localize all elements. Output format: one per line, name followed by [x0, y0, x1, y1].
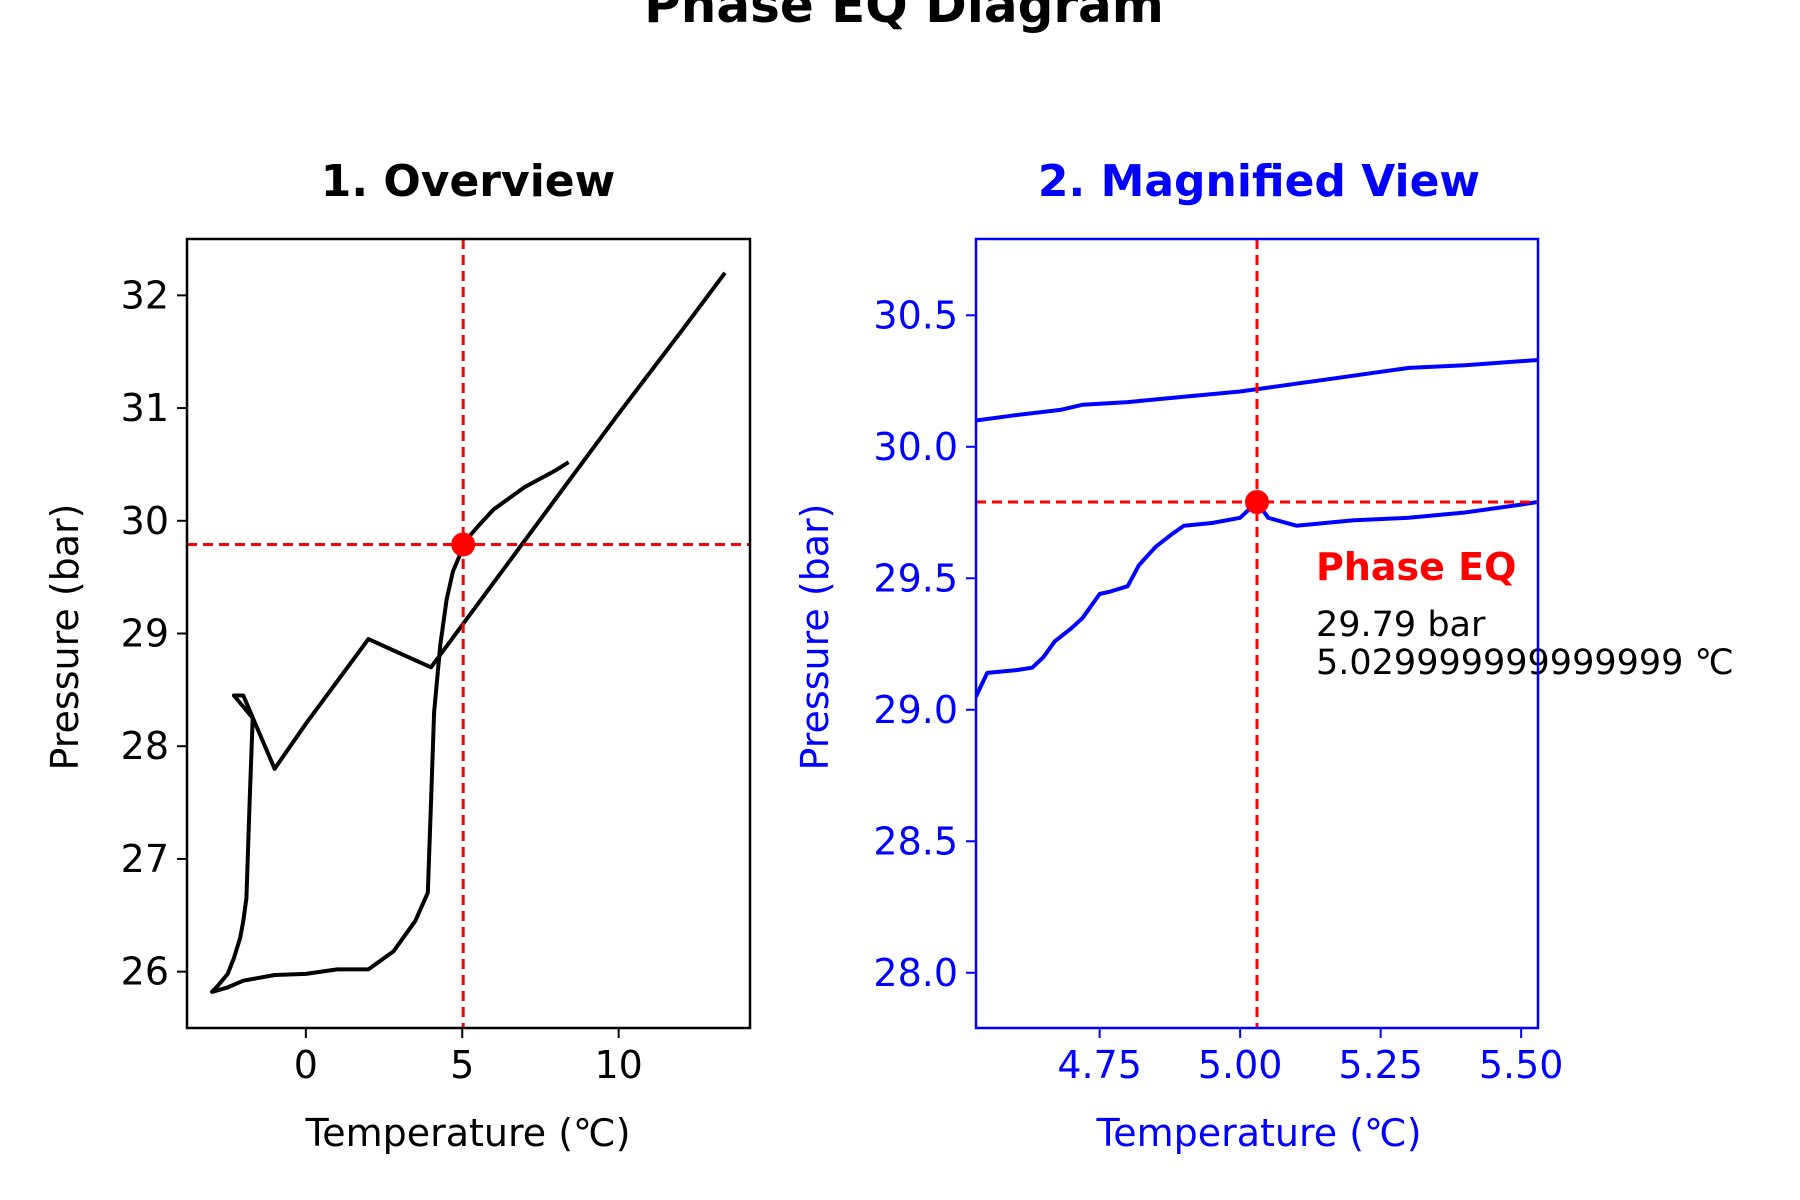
magnified-x-tick-label: 5.25	[1338, 1043, 1423, 1087]
overview-panel: 1. Overview Temperature (℃) Pressure (ba…	[43, 156, 752, 1155]
magnified-title: 2. Magnified View	[1038, 156, 1480, 207]
magnified-ylabel: Pressure (bar)	[793, 503, 837, 770]
overview-y-tick-label: 31	[121, 386, 169, 430]
magnified-x-tick-label: 5.00	[1198, 1043, 1283, 1087]
overview-y-tick-label: 30	[121, 499, 169, 543]
magnified-y-tick-label: 28.5	[873, 819, 958, 863]
overview-xlabel: Temperature (℃)	[304, 1111, 630, 1155]
overview-y-tick-label: 32	[121, 273, 169, 317]
phase-eq-annotation-pressure: 29.79 bar	[1316, 605, 1486, 645]
magnified-y-tick-label: 30.0	[873, 425, 958, 469]
overview-y-tick-label: 27	[121, 837, 169, 881]
overview-x-tick-label: 5	[450, 1043, 474, 1087]
overview-axes-frame	[185, 237, 752, 1030]
magnified-series-line-1	[976, 358, 1538, 423]
magnified-xlabel: Temperature (℃)	[1095, 1111, 1421, 1155]
magnified-y-tick-label: 28.0	[873, 951, 958, 995]
magnified-x-tick-label: 4.75	[1057, 1043, 1142, 1087]
overview-x-tick-label: 10	[594, 1043, 642, 1087]
figure-title: Phase EQ Diagram	[644, 0, 1164, 34]
overview-phase-eq-marker	[451, 532, 476, 557]
magnified-axes-frame	[974, 237, 1540, 1030]
phase-eq-annotation-title: Phase EQ	[1316, 545, 1516, 589]
overview-x-tick-label: 0	[294, 1043, 318, 1087]
magnified-y-tick-label: 29.0	[873, 688, 958, 732]
magnified-y-tick-label: 30.5	[873, 293, 958, 337]
overview-series-line-1	[210, 271, 727, 994]
magnified-phase-eq-marker	[1245, 490, 1269, 514]
magnified-series-line-2	[976, 500, 1538, 698]
overview-title: 1. Overview	[321, 156, 616, 207]
magnified-y-tick-label: 29.5	[873, 556, 958, 600]
overview-ylabel: Pressure (bar)	[43, 503, 87, 770]
magnified-panel: 2. Magnified View Temperature (℃) Pressu…	[793, 156, 1734, 1155]
overview-y-tick-label: 26	[121, 950, 169, 994]
overview-y-tick-label: 28	[121, 724, 169, 768]
magnified-x-tick-label: 5.50	[1479, 1043, 1564, 1087]
phase-eq-annotation-temperature: 5.029999999999999 ℃	[1316, 643, 1734, 683]
overview-y-tick-label: 29	[121, 612, 169, 656]
